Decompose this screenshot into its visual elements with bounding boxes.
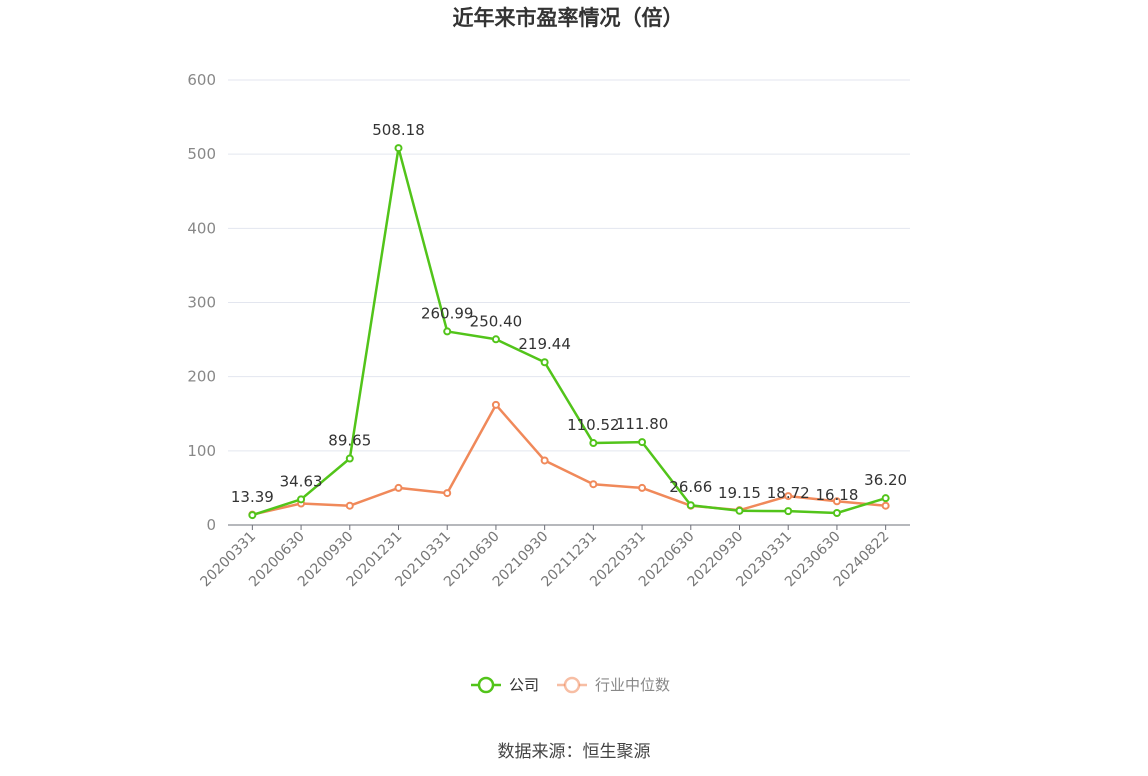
data-point <box>638 483 647 492</box>
data-point <box>491 400 500 409</box>
data-label: 36.20 <box>864 471 907 489</box>
data-point <box>248 511 257 520</box>
data-point <box>638 438 647 447</box>
data-point <box>394 144 403 153</box>
data-point <box>443 489 452 498</box>
y-axis: 0 100 200 300 400 500 600 <box>187 71 216 534</box>
data-point <box>784 492 793 501</box>
data-label: 34.63 <box>280 472 323 490</box>
data-point <box>589 439 598 448</box>
y-tick-label: 0 <box>206 516 216 534</box>
x-axis: 2020033120200630202009302020123120210331… <box>197 524 910 590</box>
legend-label: 行业中位数 <box>595 676 670 694</box>
y-tick-label: 400 <box>187 219 216 237</box>
data-point <box>345 501 354 510</box>
data-label: 110.52 <box>567 416 620 434</box>
data-label: 19.15 <box>718 484 761 502</box>
source-note: 数据来源：恒生聚源 <box>498 742 651 762</box>
data-point <box>297 495 306 504</box>
y-tick-label: 100 <box>187 442 216 460</box>
data-point <box>832 497 841 506</box>
data-point <box>443 327 452 336</box>
data-label: 219.44 <box>518 335 571 353</box>
series-line-1 <box>252 403 886 516</box>
data-label: 508.18 <box>372 121 425 139</box>
legend-item-0[interactable]: 公司 <box>471 676 539 694</box>
data-point <box>881 494 890 503</box>
data-label: 250.40 <box>470 312 523 330</box>
data-point <box>784 507 793 516</box>
data-point <box>540 456 549 465</box>
data-point <box>881 501 890 510</box>
data-label: 26.66 <box>669 478 712 496</box>
data-point <box>491 335 500 344</box>
data-label: 111.80 <box>616 415 669 433</box>
y-tick-label: 600 <box>187 71 216 89</box>
data-point <box>540 358 549 367</box>
legend-marker <box>477 676 495 694</box>
legend-marker <box>563 676 581 694</box>
legend-label: 公司 <box>509 676 539 694</box>
data-label: 16.18 <box>815 486 858 504</box>
y-tick-label: 200 <box>187 368 216 386</box>
series-group <box>248 144 890 520</box>
y-tick-label: 300 <box>187 294 216 312</box>
data-label: 13.39 <box>231 488 274 506</box>
series-line-0 <box>251 146 887 517</box>
data-point <box>345 454 354 463</box>
data-point <box>394 483 403 492</box>
data-point <box>735 506 744 515</box>
y-tick-label: 500 <box>187 145 216 163</box>
data-label: 18.72 <box>767 484 810 502</box>
data-point <box>832 508 841 517</box>
data-point <box>589 480 598 489</box>
data-label: 89.65 <box>328 432 371 450</box>
data-point <box>686 501 695 510</box>
data-label: 260.99 <box>421 304 474 322</box>
gridlines <box>228 79 910 452</box>
chart-title: 近年来市盈率情况（倍） <box>453 6 684 30</box>
legend-item-1[interactable]: 行业中位数 <box>557 676 670 694</box>
legend[interactable]: 公司 行业中位数 <box>471 676 670 694</box>
